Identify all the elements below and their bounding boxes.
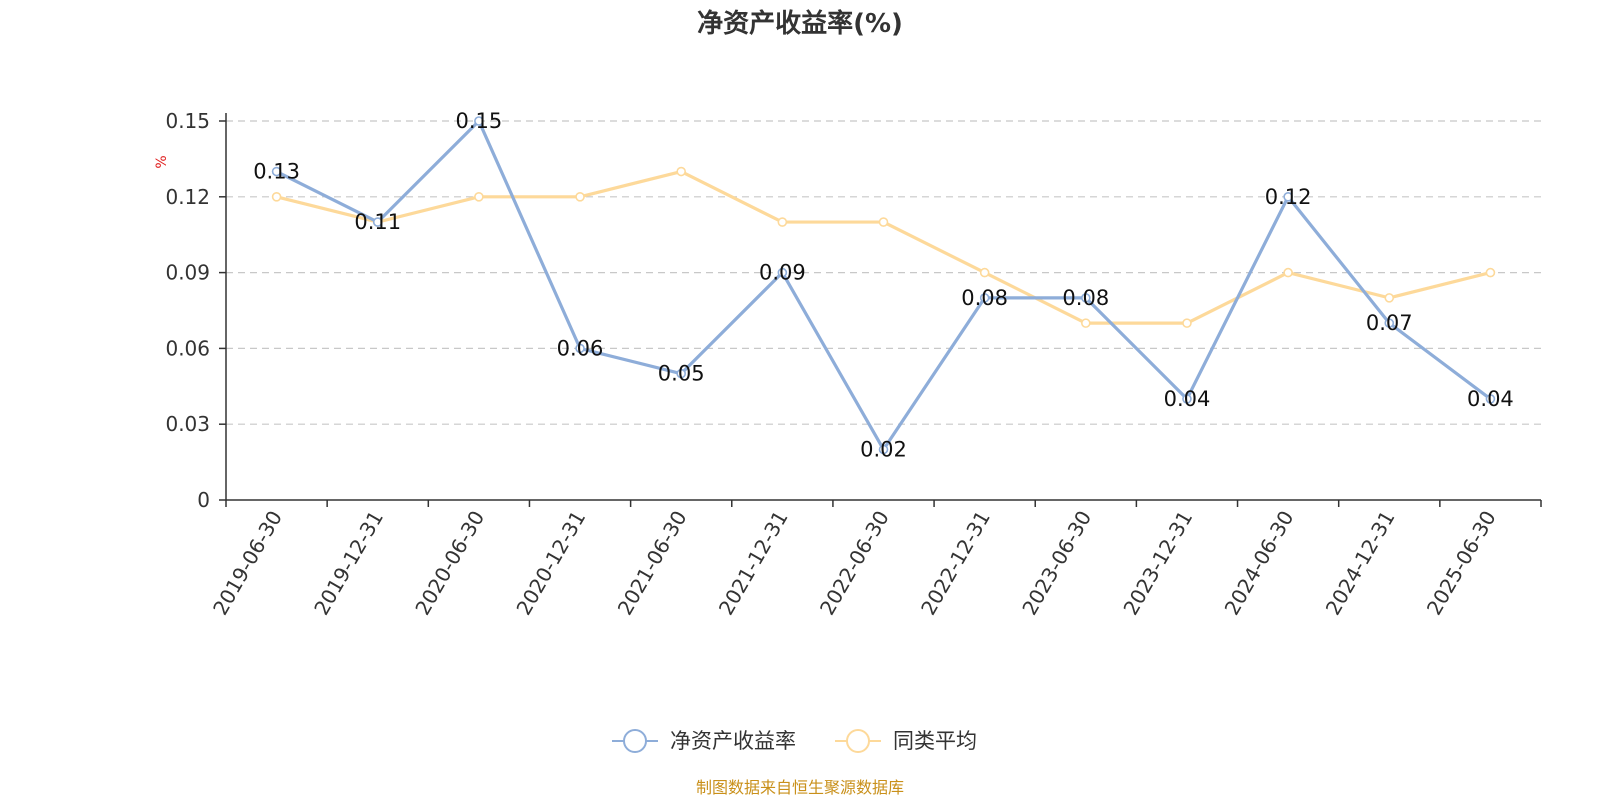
legend-label-peer-average: 同类平均 [893,729,977,753]
roe-data-label: 0.05 [658,362,705,386]
roe-data-label: 0.11 [354,210,401,234]
roe-data-point[interactable] [979,293,990,303]
legend-item-roe[interactable]: 净资产收益率 [612,729,796,753]
peer-average-data-point[interactable] [1182,318,1192,328]
roe-data-point[interactable] [878,444,889,455]
roe-data-label: 0.02 [860,437,907,461]
roe-data-point[interactable] [372,217,383,227]
x-tick-label: 2021-12-31 [714,507,793,620]
roe-data-label: 0.12 [1265,185,1312,209]
roe-data-point[interactable] [676,368,686,379]
roe-data-point[interactable] [1182,394,1192,404]
peer-average-data-point[interactable] [777,217,788,227]
y-tick-label: 0.12 [165,185,210,209]
peer-average-data-point[interactable] [1081,318,1091,328]
roe-data-label: 0.08 [1062,286,1109,310]
x-tick-label: 2020-12-31 [511,507,590,620]
roe-data-point[interactable] [1384,318,1395,328]
x-tick-label: 2021-06-30 [613,507,692,620]
peer-average-data-point[interactable] [979,267,990,278]
data-labels: 0.13 0.11 0.15 0.06 0.05 0.09 0.02 0.08 0.08 0.04… [253,109,1514,461]
grid-lines [226,120,1541,425]
x-tick-label: 2023-06-30 [1017,507,1096,620]
legend-swatch-marker [846,729,870,753]
x-tick-label: 2020-06-30 [410,507,489,620]
legend: 净资产收益率 同类平均 [612,729,977,753]
roe-data-label: 0.15 [456,109,503,133]
roe-data-point[interactable] [1485,394,1496,404]
x-tick-label: 2019-12-31 [309,507,388,620]
x-tick-label: 2024-06-30 [1220,507,1299,620]
roe-data-point[interactable] [1283,192,1293,202]
x-tick-label: 2022-06-30 [815,507,894,620]
x-tick-label: 2025-06-30 [1422,507,1501,620]
legend-label-roe: 净资产收益率 [670,729,796,753]
x-tick-label: 2019-06-30 [208,507,287,620]
roe-data-point[interactable] [474,116,484,126]
y-tick-label: 0.09 [165,261,210,285]
peer-average-data-point[interactable] [271,192,282,202]
series-lines [271,116,1496,455]
x-tick-label: 2024-12-31 [1321,507,1400,620]
chart-title: 净资产收益率(%) [697,8,903,39]
roe-series-line [274,119,1493,452]
legend-item-peer-average[interactable]: 同类平均 [835,729,977,753]
data-source-note: 制图数据来自恒生聚源数据库 [696,778,904,797]
roe-data-label: 0.06 [557,336,604,360]
peer-average-data-point[interactable] [575,192,585,202]
roe-data-label: 0.08 [961,286,1008,310]
peer-average-data-point[interactable] [1485,267,1496,278]
roe-data-label: 0.04 [1467,387,1514,411]
roe-data-label: 0.13 [253,160,300,184]
peer-average-data-point[interactable] [1384,293,1395,303]
y-tick-label: 0.15 [165,109,210,133]
y-axis-unit: % [154,155,170,168]
roe-data-label: 0.04 [1164,387,1211,411]
peer-average-data-point[interactable] [878,217,889,227]
roe-data-point[interactable] [1081,293,1091,303]
legend-swatch-marker [623,729,647,753]
roe-data-point[interactable] [271,166,282,177]
y-tick-label: 0.03 [165,412,210,436]
x-tick-label: 2022-12-31 [916,507,995,620]
peer-average-data-point[interactable] [676,166,686,177]
y-tick-label: 0 [197,488,210,512]
roe-data-label: 0.09 [759,261,806,285]
x-tick-label: 2023-12-31 [1118,507,1197,620]
peer-average-data-point[interactable] [1283,267,1293,278]
peer-average-data-point[interactable] [474,192,484,202]
roe-data-point[interactable] [777,267,788,278]
y-tick-label: 0.06 [165,336,210,360]
roe-data-point[interactable] [575,343,585,354]
axes: 0 0.03 0.06 0.09 0.12 0.15 2019-06-30 2019-12-3… [165,109,1542,620]
roe-data-label: 0.07 [1366,311,1413,335]
